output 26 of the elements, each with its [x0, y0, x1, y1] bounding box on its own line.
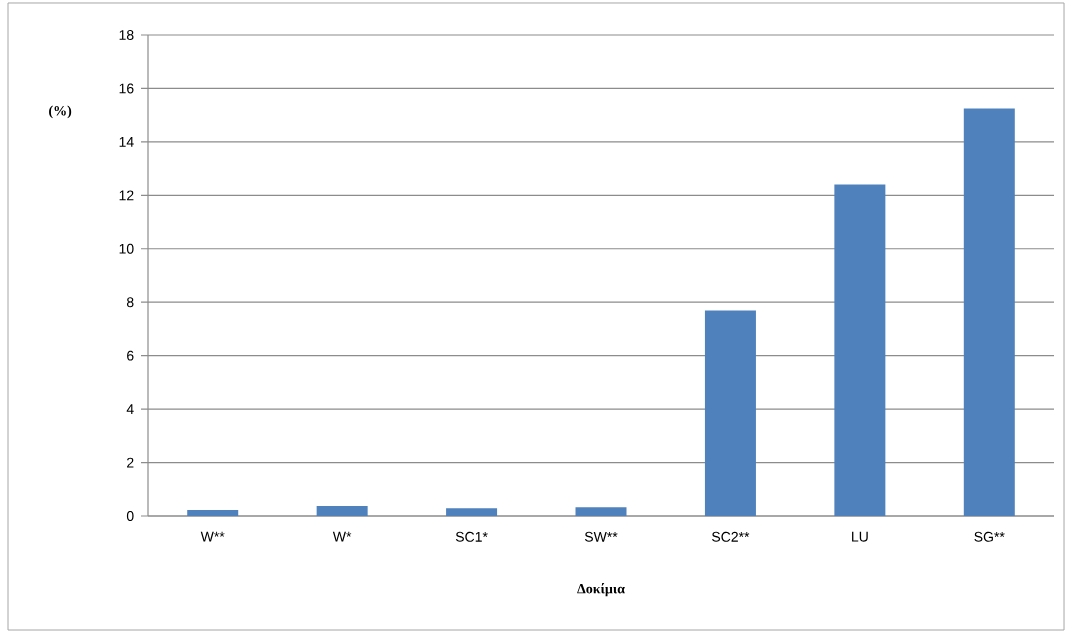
- y-tick-label: 2: [127, 457, 134, 468]
- bar: [187, 510, 239, 516]
- x-tick-label: SC1*: [455, 531, 488, 542]
- y-tick-label: 16: [119, 83, 134, 94]
- y-axis-title: (%): [49, 105, 72, 119]
- bar: [316, 506, 368, 516]
- x-tick-label: LU: [852, 531, 868, 542]
- x-tick-label: SW**: [584, 531, 618, 542]
- y-tick-label: 12: [119, 190, 134, 201]
- y-tick-label: 6: [127, 350, 134, 361]
- x-axis-title: Δοκίμια: [577, 582, 625, 597]
- y-tick-label: 14: [119, 137, 134, 147]
- x-tick-label: W*: [332, 531, 352, 542]
- y-tick-label: 8: [126, 297, 134, 308]
- bar: [834, 184, 886, 516]
- bar: [963, 108, 1015, 516]
- bar: [575, 507, 627, 516]
- y-tick-label: 18: [119, 30, 134, 40]
- y-tick-label: 4: [126, 404, 134, 414]
- x-tick-label: SG**: [974, 531, 1005, 542]
- bar: [704, 310, 756, 516]
- bar: [446, 508, 498, 516]
- x-tick-label: W**: [200, 531, 225, 542]
- x-tick-label: SC2**: [712, 531, 750, 542]
- y-tick-label: 10: [119, 243, 134, 254]
- y-tick-label: 0: [126, 511, 134, 521]
